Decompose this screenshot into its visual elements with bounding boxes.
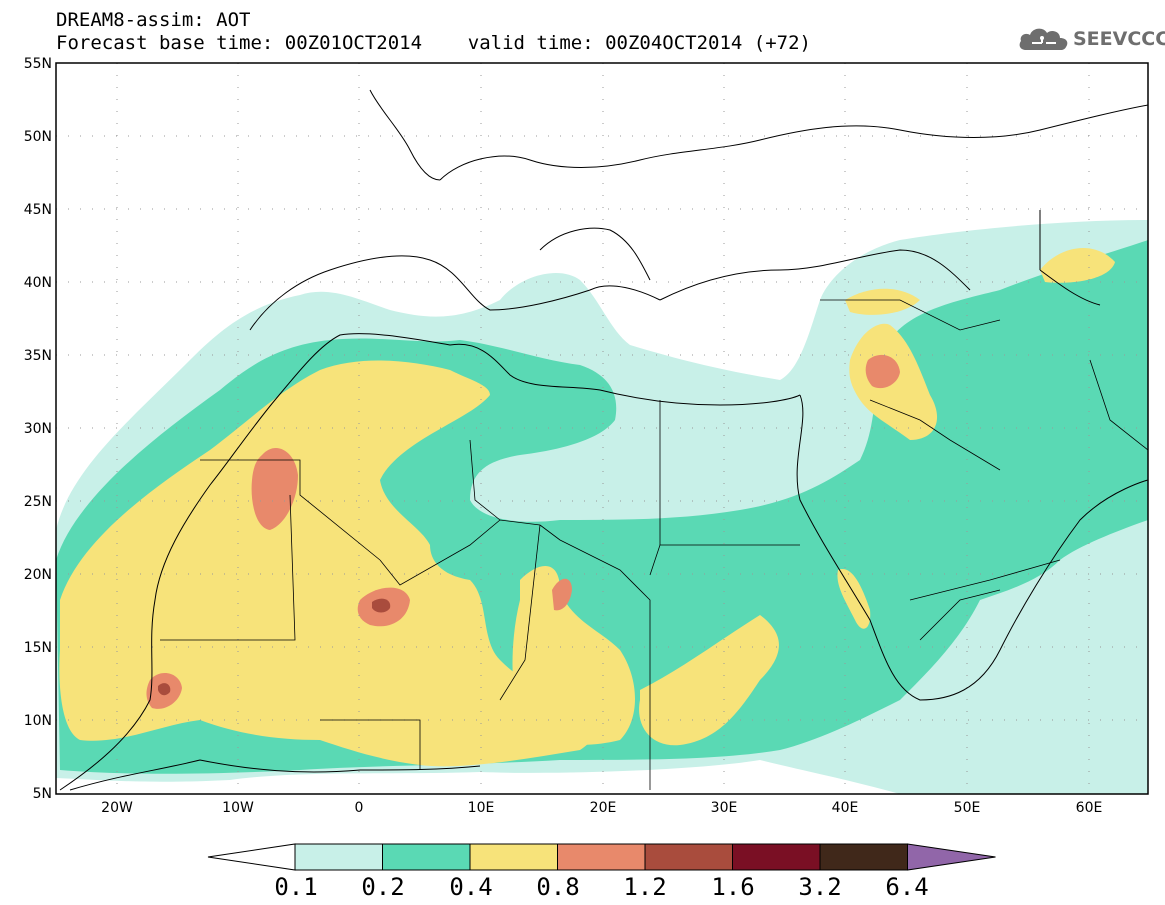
colorbar — [207, 843, 996, 871]
colorbar-label: 0.2 — [361, 873, 405, 901]
colorbar-label: 3.2 — [798, 873, 842, 901]
aot-0.8-patch-iraq — [865, 354, 900, 389]
colorbar-label: 1.2 — [623, 873, 667, 901]
lon-label: 40E — [831, 800, 859, 816]
aot-0.4-region-caspian — [1040, 248, 1115, 283]
lon-label: 20W — [101, 800, 133, 816]
colorbar-label: 0.4 — [449, 873, 493, 901]
lat-label: 25N — [23, 494, 52, 510]
colorbar-swatch — [382, 843, 471, 871]
colorbar-swatch — [294, 843, 383, 871]
lat-label: 35N — [23, 348, 52, 364]
colorbar-label: 0.8 — [536, 873, 580, 901]
colorbar-arrow-right — [907, 843, 996, 871]
map-frame — [55, 62, 1149, 795]
colorbar-swatch — [732, 843, 821, 871]
lon-label: 0 — [354, 800, 364, 816]
aot-0.4-region-central — [512, 566, 635, 745]
lat-label: 40N — [23, 275, 52, 291]
colorbar-label: 0.1 — [274, 873, 318, 901]
lat-label: 30N — [23, 421, 52, 437]
seevccc-logo: SEEVCCC — [1018, 26, 1165, 52]
aot-0.8-patch-mauritania — [251, 447, 298, 530]
country-borders — [160, 299, 1148, 790]
aot-1.2-patch-senegal — [158, 683, 171, 696]
aot-0.4-region-sahara — [59, 360, 598, 767]
lat-label: 15N — [23, 640, 52, 656]
colorbar-swatch — [469, 843, 558, 871]
aot-0.8-patch-chad — [552, 578, 572, 611]
lon-label: 50E — [953, 800, 981, 816]
lon-label: 30E — [710, 800, 738, 816]
colorbar-swatch — [557, 843, 646, 871]
title-line-1: DREAM8-assim: AOT — [56, 9, 251, 31]
lat-label: 10N — [23, 713, 52, 729]
lon-label: 60E — [1075, 800, 1103, 816]
aot-0.4-region-sudan — [639, 615, 779, 746]
aot-1.2-patch-niger — [372, 598, 391, 613]
colorbar-label: 1.6 — [711, 873, 755, 901]
lon-label: 10W — [222, 800, 254, 816]
logo-text: SEEVCCC — [1073, 28, 1165, 50]
aot-0.4-region-turkey — [845, 288, 920, 315]
lat-label: 55N — [23, 56, 52, 72]
lat-label: 45N — [23, 202, 52, 218]
lat-label: 50N — [23, 129, 52, 145]
lat-label: 5N — [32, 786, 52, 802]
colorbar-swatch — [644, 843, 733, 871]
coastlines — [59, 89, 1148, 791]
colorbar-label: 6.4 — [885, 873, 929, 901]
title-line-2: Forecast base time: 00Z01OCT2014 valid t… — [56, 32, 811, 54]
colorbar-arrow-left — [207, 843, 296, 871]
colorbar-swatch — [819, 843, 908, 871]
aot-0.4-region-redsea — [837, 569, 871, 629]
lon-label: 20E — [589, 800, 617, 816]
cloud-icon — [1019, 28, 1068, 50]
lon-label: 10E — [467, 800, 495, 816]
lat-label: 20N — [23, 567, 52, 583]
